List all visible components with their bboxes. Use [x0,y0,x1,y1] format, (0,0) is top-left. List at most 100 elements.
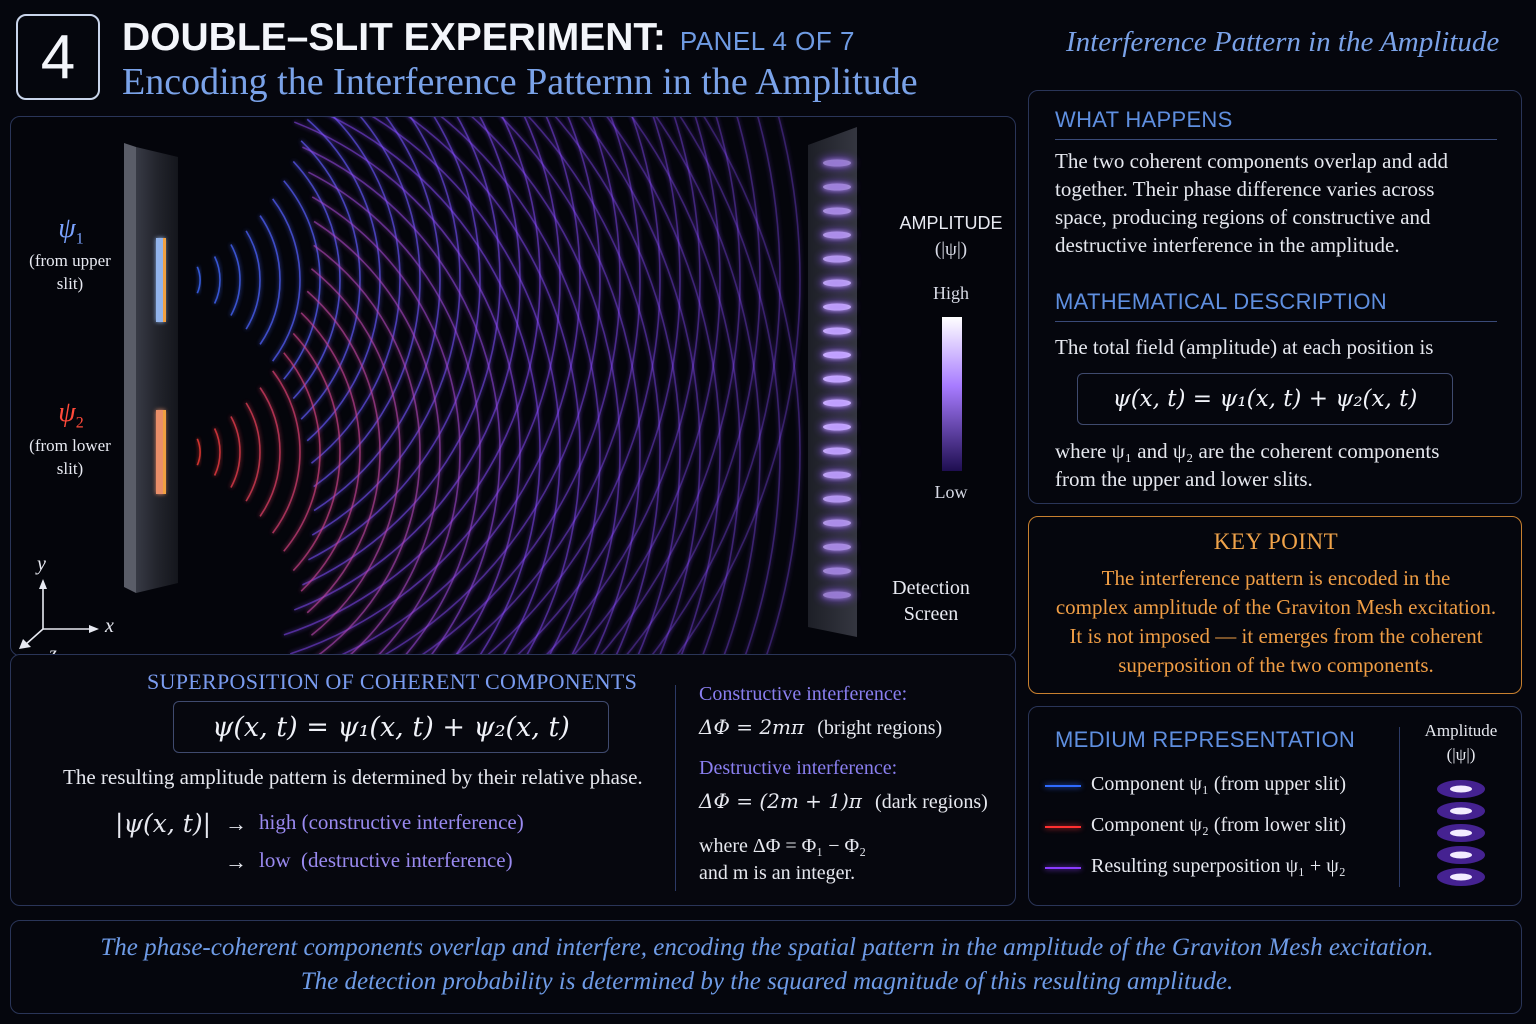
screen-label-line2: Screen [903,603,959,625]
medium-divider [1399,727,1400,887]
panel-label: PANEL 4 OF 7 [679,26,855,56]
constructive-note: (bright regions) [817,717,943,739]
lower-slit-edge [163,410,166,494]
legend-label-psi2: Component ψ₂ (from lower slit) [1091,814,1347,836]
axis-x-label: x [105,615,114,637]
key-point-line-4: superposition of the two components. [1118,653,1434,677]
psi2-source-line2: slit) [56,459,84,478]
psi2-source-label: (from lower slit) [15,434,125,480]
wavefront-arc [310,268,401,636]
axis-y-label: y [37,553,46,575]
destructive-label: Destructive interference: [699,757,898,779]
key-point-line-1: The interference pattern is encoded in t… [1101,566,1451,590]
key-point-heading: KEY POINT [1213,529,1339,554]
constructive-equation: ΔΦ = 2mπ [699,715,805,739]
wavefront-arc [283,180,321,380]
wavefront-arc [471,117,621,655]
wavefront-arc [306,290,381,614]
wavefront-arc [293,121,521,655]
wavefront-arc [213,428,221,476]
panel-number-badge: 4 [16,14,100,100]
slit-barrier-face [136,147,178,593]
what-happens-text: The two coherent components overlap and … [1055,147,1507,259]
wavefront-arc [572,117,721,655]
math-description-intro: The total field (amplitude) at each posi… [1055,335,1434,359]
constructive-condition: ΔΦ = 2mπ (bright regions) [699,715,942,740]
medium-amplitude-label: Amplitude [1424,721,1498,740]
mini-fringe-band [1450,785,1472,793]
wavefront-arc [339,117,581,655]
amplitude-high-label: High [933,283,969,303]
wavefront-arc [300,312,361,592]
wavefront-arc [230,416,241,488]
screen-fringe-halo [819,396,855,410]
wavefront-arc [440,117,601,655]
psi1-symbol: ψ [58,213,76,244]
wave-field-svg [19,117,962,655]
wavefront-arc [382,117,601,655]
mini-fringe-band [1450,807,1472,815]
wavefront-arc [330,117,541,655]
math-where-line2: from the upper and lower slits. [1055,467,1313,491]
amplitude-low-label: Low [934,482,968,502]
what-happens-rule [1055,139,1497,140]
wavefront-arc [606,117,721,655]
screen-fringe-halo [819,588,855,602]
phase-definition-line2: and m is an integer. [699,862,856,884]
wavefront-arc [306,118,381,442]
math-description-heading: MATHEMATICAL DESCRIPTION [1055,289,1387,314]
wavefront-arc [651,117,781,655]
wavefront-arc [625,117,761,655]
screen-fringe-halo [819,156,855,170]
legend-swatch-psi1 [1045,785,1081,787]
psi2-symbol-label: ψ2 [51,397,91,433]
screen-fringe-halo [819,420,855,434]
wavefront-arc [245,230,261,330]
title-text: DOUBLE–SLIT EXPERIMENT: [122,16,666,59]
screen-fringe-halo [819,300,855,314]
amplitude-legend-title: AMPLITUDE [899,213,1003,233]
wavefront-arc [313,117,421,488]
psi2-source-line1: (from lower [29,436,111,455]
wavefront-arc [308,171,481,655]
page-title: DOUBLE–SLIT EXPERIMENT: PANEL 4 OF 7 [122,16,855,60]
wavefront-arc [213,256,221,304]
screen-fringe-halo [819,204,855,218]
wavefront-arc [283,352,321,552]
screen-fringe-halo [819,180,855,194]
what-happens-line-1: The two coherent components overlap and … [1055,149,1449,173]
screen-fringe-halo [819,444,855,458]
screen-fringe-halo [819,516,855,530]
wavefront-arc [676,117,801,655]
screen-fringe-halo [819,276,855,290]
upper-slit [156,238,165,322]
wavefront-layer [196,117,801,655]
wavefront-arc [272,370,301,534]
phase-definition-line1: where ΔΦ = Φ₁ − Φ₂ [699,835,867,857]
wavefront-arc [313,220,441,655]
wavefront-arc [313,117,441,512]
magnitude-expression: |ψ(x, t)| [115,809,211,838]
wavefront-arc [554,117,681,655]
constructive-label: Constructive interference: [699,683,908,705]
superposition-divider [675,685,676,891]
lower-slit [156,410,165,494]
screen-fringe-halo [819,324,855,338]
math-equation-box: ψ(x, t) = ψ₁(x, t) + ψ₂(x, t) [1077,373,1453,425]
panel-number: 4 [40,22,76,92]
psi1-subscript: 1 [75,230,84,248]
footer-line-2: The detection probability is determined … [300,968,1234,995]
high-constructive-text: high (constructive interference) [259,810,524,834]
wavefront-arc [631,117,741,655]
legend-label-superposition: Resulting superposition ψ₁ + ψ₂ [1091,855,1346,877]
screen-fringe-halo [819,540,855,554]
math-description-rule [1055,321,1497,322]
screen-fringe-halo [819,492,855,506]
mini-fringe-band [1450,851,1472,859]
wavefront-arc [703,117,801,655]
arrow-high-icon: → [225,811,247,836]
wavefront-arc [486,117,661,655]
wavefront-arc [420,117,621,655]
screen-fringe-halo [819,564,855,578]
wavefront-arc [371,117,561,655]
